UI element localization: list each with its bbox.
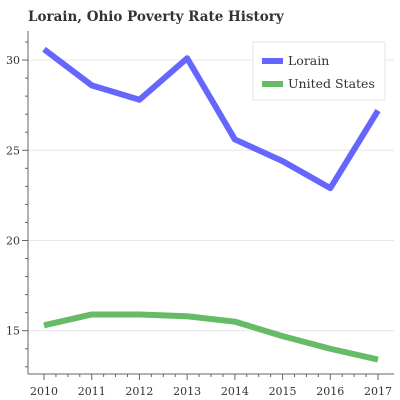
y-tick-label-25: 25 [6,144,20,157]
legend-box [252,41,386,101]
chart-title: Lorain, Ohio Poverty Rate History [28,9,284,25]
x-tick-label-2011: 2011 [78,385,106,398]
y-tick-label-30: 30 [6,54,20,67]
series-line-united-states [43,311,379,363]
legend-label-united-states: United States [288,76,375,91]
x-tick-label-2016: 2016 [316,385,344,398]
y-tick-label-15: 15 [6,325,20,338]
x-tick-label-2010: 2010 [30,385,58,398]
x-tick-label-2015: 2015 [269,385,297,398]
legend-label-lorain: Lorain [288,53,329,68]
y-tick-label-20: 20 [6,234,20,247]
x-tick-label-2014: 2014 [221,385,249,398]
x-tick-label-2017: 2017 [364,385,392,398]
x-tick-label-2013: 2013 [173,385,201,398]
x-tick-label-2012: 2012 [125,385,153,398]
series-line-lorain [42,46,381,192]
